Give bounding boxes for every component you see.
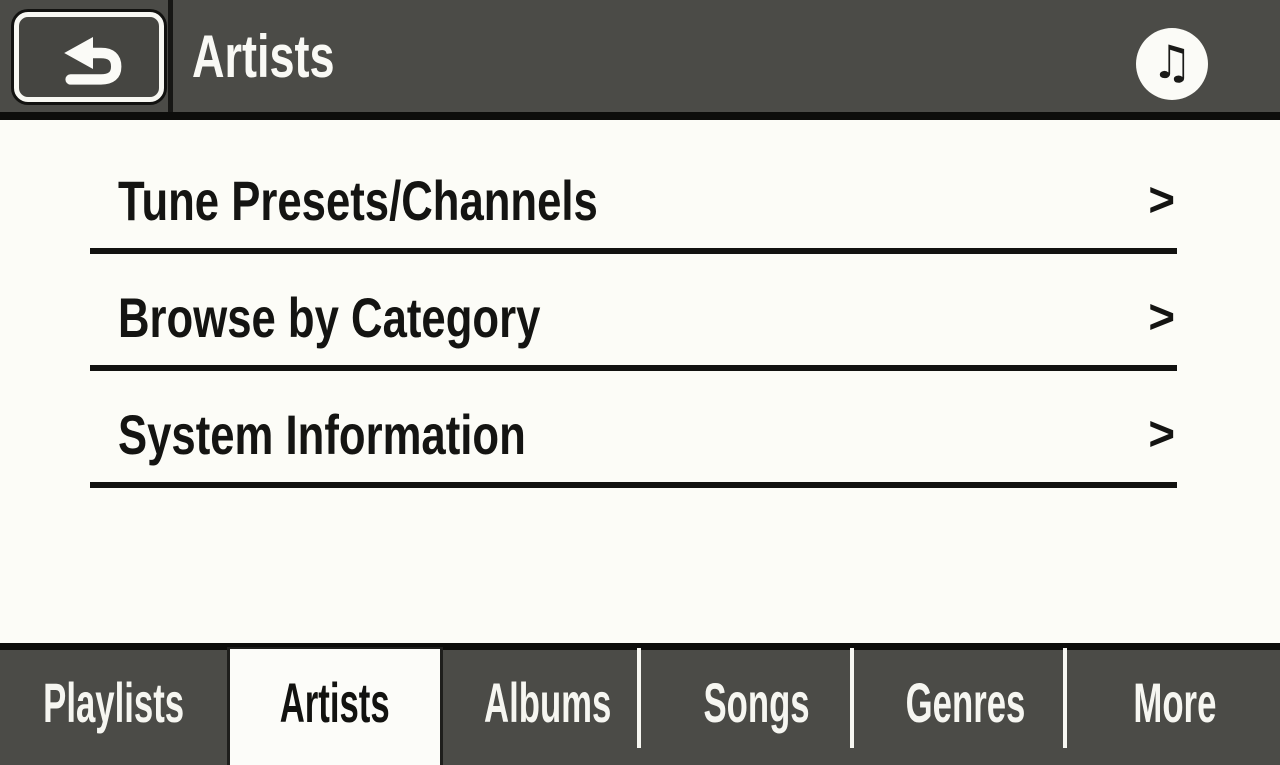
- menu-item-label: Tune Presets/Channels: [118, 169, 598, 232]
- header-cell-divider: [168, 0, 173, 112]
- chevron-right-icon: >: [1148, 291, 1175, 344]
- audio-source-badge: ♫: [1136, 28, 1208, 100]
- menu-item-system-information[interactable]: System Information >: [90, 371, 1177, 488]
- menu-item-browse-by-category[interactable]: Browse by Category >: [90, 254, 1177, 371]
- tab-genres[interactable]: Genres: [861, 650, 1070, 765]
- tab-playlists[interactable]: Playlists: [0, 650, 227, 765]
- music-note-icon: ♫: [1151, 35, 1193, 89]
- tab-label: Artists: [279, 670, 390, 734]
- chevron-right-icon: >: [1148, 408, 1175, 461]
- menu-item-tune-presets-channels[interactable]: Tune Presets/Channels >: [90, 137, 1177, 254]
- header-bar: Artists ♫: [0, 0, 1280, 112]
- bottom-tab-bar: Playlists Artists Albums Songs Genres Mo…: [0, 647, 1280, 765]
- menu-item-label: System Information: [118, 403, 526, 466]
- tab-songs[interactable]: Songs: [652, 650, 861, 765]
- tab-label: Playlists: [43, 671, 185, 734]
- return-arrow-icon: [25, 21, 153, 93]
- menu-item-label: Browse by Category: [118, 286, 541, 349]
- tab-label: Songs: [703, 671, 810, 734]
- tab-label: More: [1133, 671, 1217, 734]
- page-title: Artists: [192, 22, 335, 90]
- menu-list: Tune Presets/Channels > Browse by Catego…: [0, 120, 1280, 643]
- tab-albums[interactable]: Albums: [443, 650, 652, 765]
- tab-divider: [1063, 648, 1067, 748]
- tab-divider: [850, 648, 854, 748]
- tab-artists[interactable]: Artists: [227, 647, 443, 765]
- tabbar-top-line: [0, 643, 1280, 650]
- tab-more[interactable]: More: [1071, 650, 1280, 765]
- tab-divider: [637, 648, 641, 748]
- chevron-right-icon: >: [1148, 174, 1175, 227]
- tab-label: Albums: [483, 671, 611, 734]
- tab-label: Genres: [906, 671, 1026, 734]
- back-button[interactable]: [14, 12, 164, 102]
- header-divider-line: [0, 112, 1280, 120]
